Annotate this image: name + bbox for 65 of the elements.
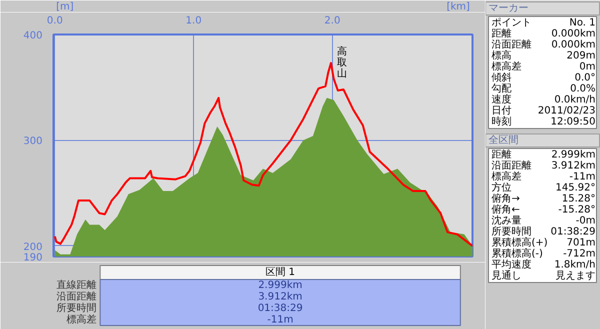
text: 0m xyxy=(579,62,596,72)
text: 3.912km xyxy=(551,160,596,172)
text: 145.92° xyxy=(556,182,596,194)
annotation: 高取山 xyxy=(336,46,347,80)
category-label: 俯角→ xyxy=(492,192,520,204)
y-tick-label: 200 xyxy=(23,242,43,253)
text: 2011/02/23 xyxy=(538,106,596,116)
category-label: ポイント xyxy=(492,18,532,28)
x-tick-label: 2.0 xyxy=(324,16,340,26)
text: 3.912km xyxy=(258,291,302,302)
y-tick-label: 400 xyxy=(23,30,43,42)
text: 見えます xyxy=(556,270,596,282)
text: 701m xyxy=(566,238,596,248)
category-label: 時刻 xyxy=(492,116,512,128)
category-label: 傾斜 xyxy=(492,72,512,84)
text: -11m xyxy=(267,314,294,326)
category-label: 勾配 xyxy=(492,82,512,94)
y-tick-label: 300 xyxy=(23,136,43,148)
text: 0.000km xyxy=(551,40,596,50)
category-label: 累積標高(-) xyxy=(492,248,544,260)
y-tick-label: 190 xyxy=(23,252,43,264)
category-label: 沈み量 xyxy=(492,214,522,226)
text: 12:09:50 xyxy=(550,116,596,128)
text: -712m xyxy=(563,248,596,260)
category-label: 平均速度 xyxy=(492,258,532,270)
y-axis-title: [m] xyxy=(56,2,74,12)
text: 0.0° xyxy=(574,72,596,84)
category-label: 所要時間 xyxy=(56,302,97,314)
x-axis-title: [km] xyxy=(446,2,470,12)
text: 0.0km/h xyxy=(554,94,596,106)
text: 0.0% xyxy=(570,84,596,94)
category-label: 沿面距離 xyxy=(56,290,97,302)
text: -15.28° xyxy=(558,204,596,216)
category-label: 直線距離 xyxy=(56,278,97,291)
category-label: 方位 xyxy=(492,182,512,194)
x-tick-label: 0.0 xyxy=(46,16,63,26)
category-label: 距離 xyxy=(492,28,512,40)
text: -11m xyxy=(569,172,596,182)
x-tick-label: 1.0 xyxy=(186,16,202,26)
category-label: 速度 xyxy=(492,94,512,106)
text: 0.000km xyxy=(551,28,596,40)
category-label: 標高差 xyxy=(66,313,97,326)
text: 全区間 xyxy=(488,134,518,146)
category-label: 距離 xyxy=(492,148,512,160)
text: No. 1 xyxy=(569,18,596,28)
category-label: 標高 xyxy=(492,50,512,62)
category-label: 標高差 xyxy=(492,60,522,72)
text: マーカー xyxy=(488,3,528,14)
category-label: 日付 xyxy=(492,106,512,116)
text: 2.999km xyxy=(551,150,596,160)
text: 01:38:29 xyxy=(258,302,303,314)
category-label: 見通し xyxy=(492,270,522,282)
category-label: 沿面距離 xyxy=(492,38,532,50)
text: -0m xyxy=(576,216,596,226)
text: 01:38:29 xyxy=(550,226,596,238)
text: 2.999km xyxy=(258,280,302,291)
category-label: 所要時間 xyxy=(492,226,532,238)
category-label: 累積標高(+) xyxy=(492,236,548,248)
text: 209m xyxy=(566,50,596,62)
category-label: 沿面距離 xyxy=(492,160,532,172)
text: 区間 1 xyxy=(266,267,296,278)
text: 1.8km/h xyxy=(554,260,596,270)
category-label: 俯角← xyxy=(492,204,520,216)
text: 15.28° xyxy=(562,194,596,204)
category-label: 標高差 xyxy=(492,170,522,182)
